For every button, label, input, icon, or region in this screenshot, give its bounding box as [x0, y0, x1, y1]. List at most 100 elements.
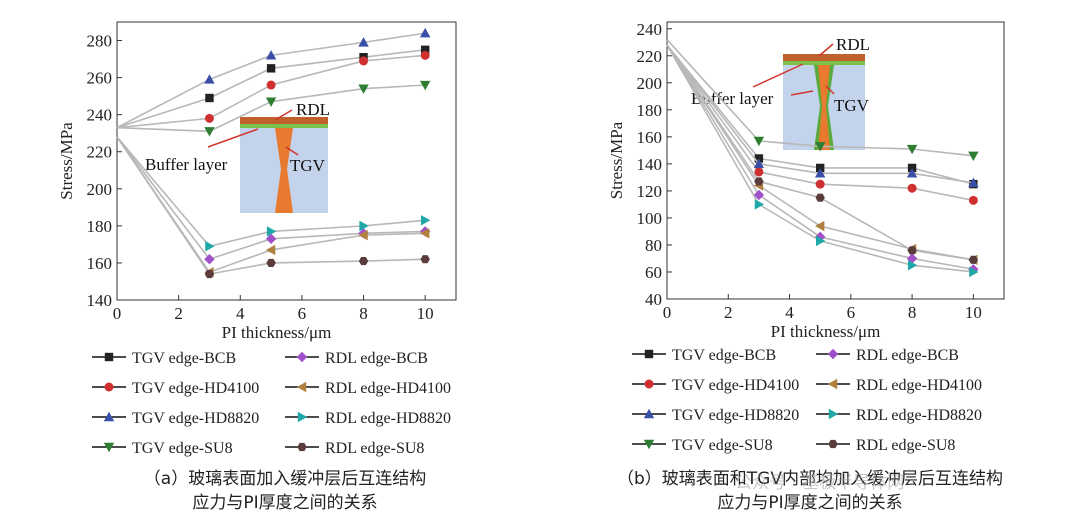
y-axis-label: Stress/MPa [57, 122, 76, 200]
y-tick-label: 220 [87, 143, 113, 162]
data-point [754, 199, 765, 210]
data-point [204, 269, 215, 279]
legend-a: TGV edge-BCB RDL edge-BCB TGV edge-HD4100 R… [92, 350, 451, 457]
y-tick-label: 160 [637, 128, 663, 147]
legend-label: RDL edge-HD4100 [325, 380, 451, 397]
buffer-pointer-2 [790, 90, 814, 96]
caption-a-line2: 应力与PI厚度之间的关系 [192, 493, 378, 513]
legend-marker [296, 351, 308, 363]
data-point [419, 27, 431, 38]
y-tick-label: 240 [637, 20, 663, 39]
legend-label: TGV edge-HD4100 [132, 380, 259, 397]
series-b-1 [666, 44, 978, 205]
y-tick-label: 180 [87, 217, 113, 236]
rdl-label: RDL [836, 35, 870, 54]
x-tick-label: 6 [847, 303, 856, 322]
data-point [968, 255, 979, 264]
data-point [266, 226, 277, 237]
plot-frame-b [666, 21, 1005, 300]
data-point [815, 235, 826, 247]
x-tick-label: 2 [174, 304, 183, 323]
data-point [814, 220, 825, 232]
data-point [754, 177, 764, 186]
y-tick-label: 80 [645, 236, 662, 255]
tgv-pointer [285, 146, 299, 156]
data-point [205, 241, 215, 252]
buffer-pointer [752, 63, 804, 88]
legend-label: TGV edge-SU8 [132, 440, 233, 457]
legend-b: TGV edge-BCB RDL edge-BCB TGV edge-HD4100 R… [632, 347, 982, 454]
legend-label: TGV edge-BCB [672, 347, 776, 364]
data-point [204, 127, 215, 137]
rdl-pointer [818, 43, 834, 57]
legend-marker [297, 411, 308, 423]
caption-b: （b）玻璃表面和TGV内部均加入缓冲层后互连结构 应力与PI厚度之间的关系 [560, 467, 1060, 515]
y-tick-label: 280 [87, 32, 113, 51]
buffer-layer [240, 124, 328, 128]
data-point [266, 80, 276, 90]
data-point [266, 258, 276, 268]
y-tick-label: 240 [87, 106, 113, 125]
data-point [419, 228, 430, 239]
rdl-label: RDL [296, 100, 330, 119]
data-point [815, 163, 825, 173]
data-point [754, 154, 764, 163]
series-b-6 [666, 44, 979, 278]
series-b-3 [666, 39, 979, 161]
x-tick-label: 0 [113, 304, 122, 323]
data-point [753, 189, 765, 201]
x-tick-label: 4 [785, 303, 794, 322]
data-point [420, 45, 430, 54]
legend-label: RDL edge-BCB [325, 350, 428, 367]
legend-marker [296, 381, 307, 393]
data-point [420, 255, 430, 264]
data-point [265, 97, 277, 107]
data-point [814, 142, 826, 152]
caption-b-line1: （b）玻璃表面和TGV内部均加入缓冲层后互连结构 [617, 469, 1003, 489]
data-point [358, 257, 369, 266]
legend-label: TGV edge-HD8820 [132, 410, 259, 427]
legend-label: RDL edge-HD8820 [325, 410, 451, 427]
legend-marker [644, 349, 654, 359]
data-point [907, 183, 917, 193]
legend-marker [104, 352, 114, 362]
data-point [753, 136, 765, 147]
legend-label: TGV edge-HD4100 [672, 377, 799, 394]
data-point [814, 231, 826, 243]
data-point [420, 215, 431, 226]
legend-marker [644, 379, 654, 389]
legend-marker [827, 348, 839, 360]
data-point [814, 168, 826, 178]
data-point [204, 254, 215, 265]
data-point [907, 246, 917, 255]
legend-marker [643, 408, 655, 419]
y-tick-label: 140 [637, 155, 663, 174]
legend-marker [828, 408, 839, 420]
data-point [907, 163, 917, 173]
x-tick-label: 0 [663, 303, 672, 322]
series-b-7 [666, 44, 979, 264]
data-point [204, 74, 215, 84]
y-tick-label: 200 [637, 74, 663, 93]
y-tick-label: 120 [637, 182, 663, 201]
watermark: 公众号 · 基板半导体网 [735, 473, 905, 493]
data-point [265, 233, 277, 245]
caption-b-line2: 应力与PI厚度之间的关系 [717, 493, 903, 513]
data-point [265, 244, 276, 256]
series-a-2 [116, 27, 431, 129]
legend-marker [297, 442, 307, 452]
series-a-6 [116, 136, 431, 252]
buffer-pointer [207, 128, 259, 148]
legend-marker [828, 439, 838, 449]
data-point [968, 195, 978, 205]
data-point [358, 37, 369, 47]
x-tick-label: 8 [359, 304, 368, 323]
y-tick-label: 160 [87, 254, 113, 273]
data-point [907, 260, 918, 271]
x-tick-label: 2 [724, 303, 733, 322]
legend-marker [827, 378, 838, 390]
legend-marker [643, 439, 655, 450]
buffer-layer [783, 61, 865, 65]
inset-schematic-a: RDL Buffer layer TGV [145, 100, 330, 213]
rdl-layer [783, 54, 865, 61]
